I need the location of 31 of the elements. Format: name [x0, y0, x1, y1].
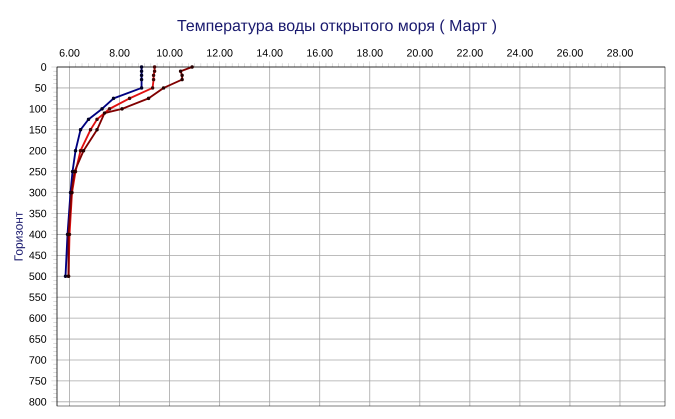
y-tick-label: 750: [29, 377, 46, 385]
x-tick-label: 12.00: [207, 49, 233, 57]
x-tick-label: 18.00: [357, 49, 383, 57]
x-tick-label: 26.00: [557, 49, 583, 57]
y-tick-label: 0: [41, 63, 46, 71]
x-tick-label: 20.00: [407, 49, 433, 57]
y-tick-label: 100: [30, 105, 46, 113]
x-tick-label: 14.00: [257, 49, 283, 57]
y-tick-label: 600: [29, 314, 46, 322]
y-tick-label: 700: [29, 356, 46, 364]
y-tick-label: 300: [29, 188, 46, 196]
y-tick-label: 400: [29, 230, 46, 238]
x-tick-label: 10.00: [157, 49, 182, 57]
y-tick-label: 200: [29, 146, 46, 154]
x-tick-label: 6.00: [60, 49, 80, 57]
y-tick-label: 800: [29, 398, 46, 406]
x-tick-label: 28.00: [607, 49, 633, 57]
chart-title: Температура воды открытого моря ( Март ): [177, 19, 496, 34]
y-axis-title: Горизонт: [14, 212, 26, 260]
x-tick-label: 24.00: [507, 49, 533, 57]
y-tick-label: 500: [29, 272, 46, 280]
y-tick-label: 350: [29, 210, 46, 218]
x-tick-label: 8.00: [110, 49, 130, 57]
y-tick-label: 550: [29, 293, 46, 301]
y-tick-label: 50: [35, 84, 46, 92]
y-tick-label: 450: [29, 252, 46, 260]
x-tick-label: 22.00: [457, 49, 483, 57]
y-tick-label: 650: [29, 335, 46, 343]
y-tick-label: 250: [29, 168, 46, 176]
x-tick-label: 16.00: [307, 49, 333, 57]
y-tick-label: 150: [30, 126, 46, 134]
